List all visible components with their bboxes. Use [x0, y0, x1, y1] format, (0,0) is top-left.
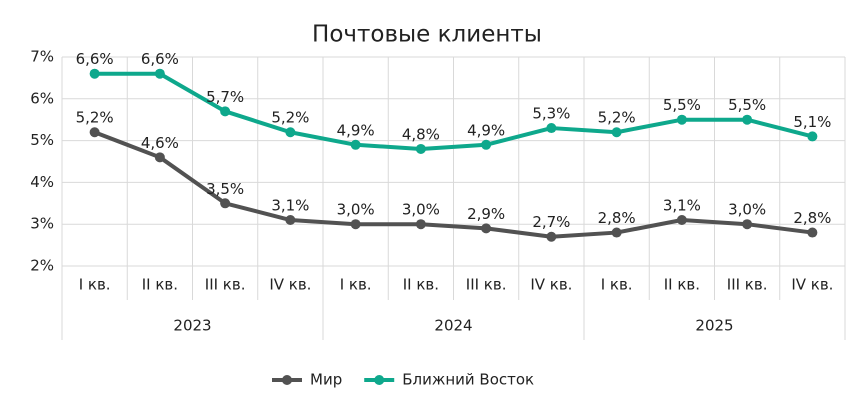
- data-label: 2,9%: [467, 205, 505, 223]
- point: [350, 139, 361, 150]
- point: [415, 143, 426, 154]
- point: [154, 152, 165, 163]
- y-tick-label: 7%: [30, 48, 54, 66]
- legend-marker: [374, 375, 385, 385]
- data-label: 3,0%: [728, 201, 766, 219]
- data-label: 5,5%: [663, 96, 701, 114]
- point: [742, 114, 753, 125]
- data-label: 5,7%: [206, 88, 244, 106]
- point: [285, 127, 296, 138]
- data-label: 5,1%: [793, 113, 831, 131]
- data-label: 3,5%: [206, 180, 244, 198]
- x-tick-label: III кв.: [205, 276, 246, 294]
- chart-title: Почтовые клиенты: [312, 22, 542, 48]
- data-label: 4,6%: [141, 134, 179, 152]
- point: [89, 127, 100, 138]
- point: [546, 123, 557, 134]
- x-tick-label: I кв.: [340, 276, 372, 294]
- point: [220, 106, 231, 117]
- data-label: 3,1%: [271, 197, 309, 215]
- data-label: 3,0%: [337, 201, 375, 219]
- data-label: 5,3%: [532, 105, 570, 123]
- y-tick-label: 3%: [30, 215, 54, 233]
- point: [546, 231, 557, 242]
- data-label: 4,9%: [467, 121, 505, 139]
- x-group-label: 2023: [173, 317, 211, 335]
- point: [676, 215, 687, 226]
- legend-marker: [282, 375, 292, 385]
- point: [481, 223, 492, 234]
- x-tick-label: II кв.: [142, 276, 178, 294]
- point: [807, 227, 818, 238]
- point: [154, 68, 165, 79]
- point: [285, 215, 296, 226]
- point: [676, 114, 687, 125]
- data-label: 4,8%: [402, 125, 440, 143]
- data-label: 6,6%: [141, 50, 179, 68]
- point: [742, 219, 753, 230]
- legend-label: Мир: [310, 371, 342, 389]
- data-label: 5,5%: [728, 96, 766, 114]
- data-label: 5,2%: [271, 109, 309, 127]
- data-label: 6,6%: [76, 50, 114, 68]
- x-tick-label: I кв.: [79, 276, 111, 294]
- point: [350, 219, 361, 230]
- legend-label: Ближний Восток: [402, 371, 534, 389]
- series-line: [93, 130, 813, 239]
- x-tick-label: II кв.: [664, 276, 700, 294]
- point: [481, 139, 492, 150]
- point: [611, 227, 622, 238]
- data-label: 2,8%: [598, 209, 636, 227]
- y-tick-label: 4%: [30, 173, 54, 191]
- data-label: 4,9%: [337, 121, 375, 139]
- x-tick-label: IV кв.: [269, 276, 311, 294]
- x-group-label: 2025: [695, 317, 733, 335]
- x-tick-label: III кв.: [727, 276, 768, 294]
- x-tick-label: I кв.: [601, 276, 633, 294]
- y-tick-label: 6%: [30, 89, 54, 107]
- point: [220, 198, 231, 209]
- x-group-label: 2024: [434, 317, 472, 335]
- point: [611, 127, 622, 138]
- point: [415, 219, 426, 230]
- x-tick-label: II кв.: [403, 276, 439, 294]
- data-label: 2,7%: [532, 213, 570, 231]
- point: [807, 131, 818, 142]
- point: [89, 68, 100, 79]
- x-tick-label: IV кв.: [791, 276, 833, 294]
- y-tick-label: 2%: [30, 257, 54, 275]
- data-label: 5,2%: [598, 109, 636, 127]
- series-line: [94, 71, 813, 151]
- x-tick-label: IV кв.: [530, 276, 572, 294]
- data-label: 5,2%: [76, 109, 114, 127]
- data-label: 3,0%: [402, 201, 440, 219]
- data-label: 2,8%: [793, 209, 831, 227]
- y-tick-label: 5%: [30, 131, 54, 149]
- data-label: 3,1%: [663, 197, 701, 215]
- x-tick-label: III кв.: [466, 276, 507, 294]
